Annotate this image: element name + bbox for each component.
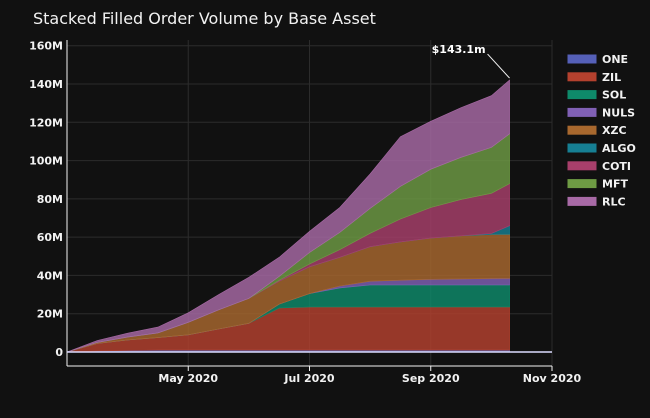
y-tick-label: 120M — [29, 116, 63, 129]
y-tick-label: 20M — [37, 308, 63, 321]
y-tick-label: 60M — [37, 231, 63, 244]
x-axis-ticks: May 2020 Jul 2020 Sep 2020 Nov 2020 — [158, 366, 582, 385]
x-tick-label: May 2020 — [158, 372, 218, 385]
legend-item-xzc: XZC — [567, 124, 627, 137]
legend-item-sol: SOL — [567, 89, 626, 102]
legend-item-rlc: RLC — [567, 195, 626, 208]
annotation-arrow — [487, 53, 510, 79]
legend-swatch — [567, 179, 597, 189]
legend-label: XZC — [602, 124, 627, 137]
total-annotation: $143.1m — [432, 43, 510, 79]
legend-swatch — [567, 196, 597, 206]
legend: ONE ZIL SOL NULS XZC ALGO COTI MFT RLC — [567, 53, 636, 208]
series-areas — [66, 79, 510, 353]
legend-label: SOL — [602, 89, 626, 102]
y-tick-label: 0 — [55, 346, 63, 359]
legend-swatch — [567, 90, 597, 100]
y-tick-label: 40M — [37, 269, 63, 282]
legend-item-algo: ALGO — [567, 142, 636, 155]
legend-label: COTI — [602, 160, 631, 173]
legend-label: ONE — [602, 53, 628, 66]
y-tick-label: 100M — [29, 155, 63, 168]
x-tick-label: Sep 2020 — [402, 372, 460, 385]
legend-swatch — [567, 143, 597, 153]
legend-item-one: ONE — [567, 53, 628, 66]
area-rlc — [66, 79, 510, 353]
legend-item-mft: MFT — [567, 178, 628, 191]
legend-label: ALGO — [602, 142, 636, 155]
legend-label: RLC — [602, 195, 626, 208]
legend-swatch — [567, 54, 597, 64]
legend-swatch — [567, 107, 597, 117]
y-axis-ticks: 0 20M 40M 60M 80M 100M 120M 140M 160M — [29, 40, 63, 359]
legend-label: ZIL — [602, 71, 621, 84]
y-tick-label: 140M — [29, 78, 63, 91]
legend-label: NULS — [602, 106, 635, 119]
legend-label: MFT — [602, 178, 628, 191]
legend-item-coti: COTI — [567, 160, 631, 173]
chart-title: Stacked Filled Order Volume by Base Asse… — [33, 9, 376, 28]
annotation-label: $143.1m — [432, 43, 486, 56]
legend-swatch — [567, 161, 597, 171]
legend-swatch — [567, 72, 597, 82]
legend-item-zil: ZIL — [567, 71, 621, 84]
y-tick-label: 80M — [37, 193, 63, 206]
y-tick-label: 160M — [29, 40, 63, 53]
x-tick-label: Nov 2020 — [523, 372, 582, 385]
legend-swatch — [567, 125, 597, 135]
x-tick-label: Jul 2020 — [283, 372, 334, 385]
legend-item-nuls: NULS — [567, 106, 635, 119]
